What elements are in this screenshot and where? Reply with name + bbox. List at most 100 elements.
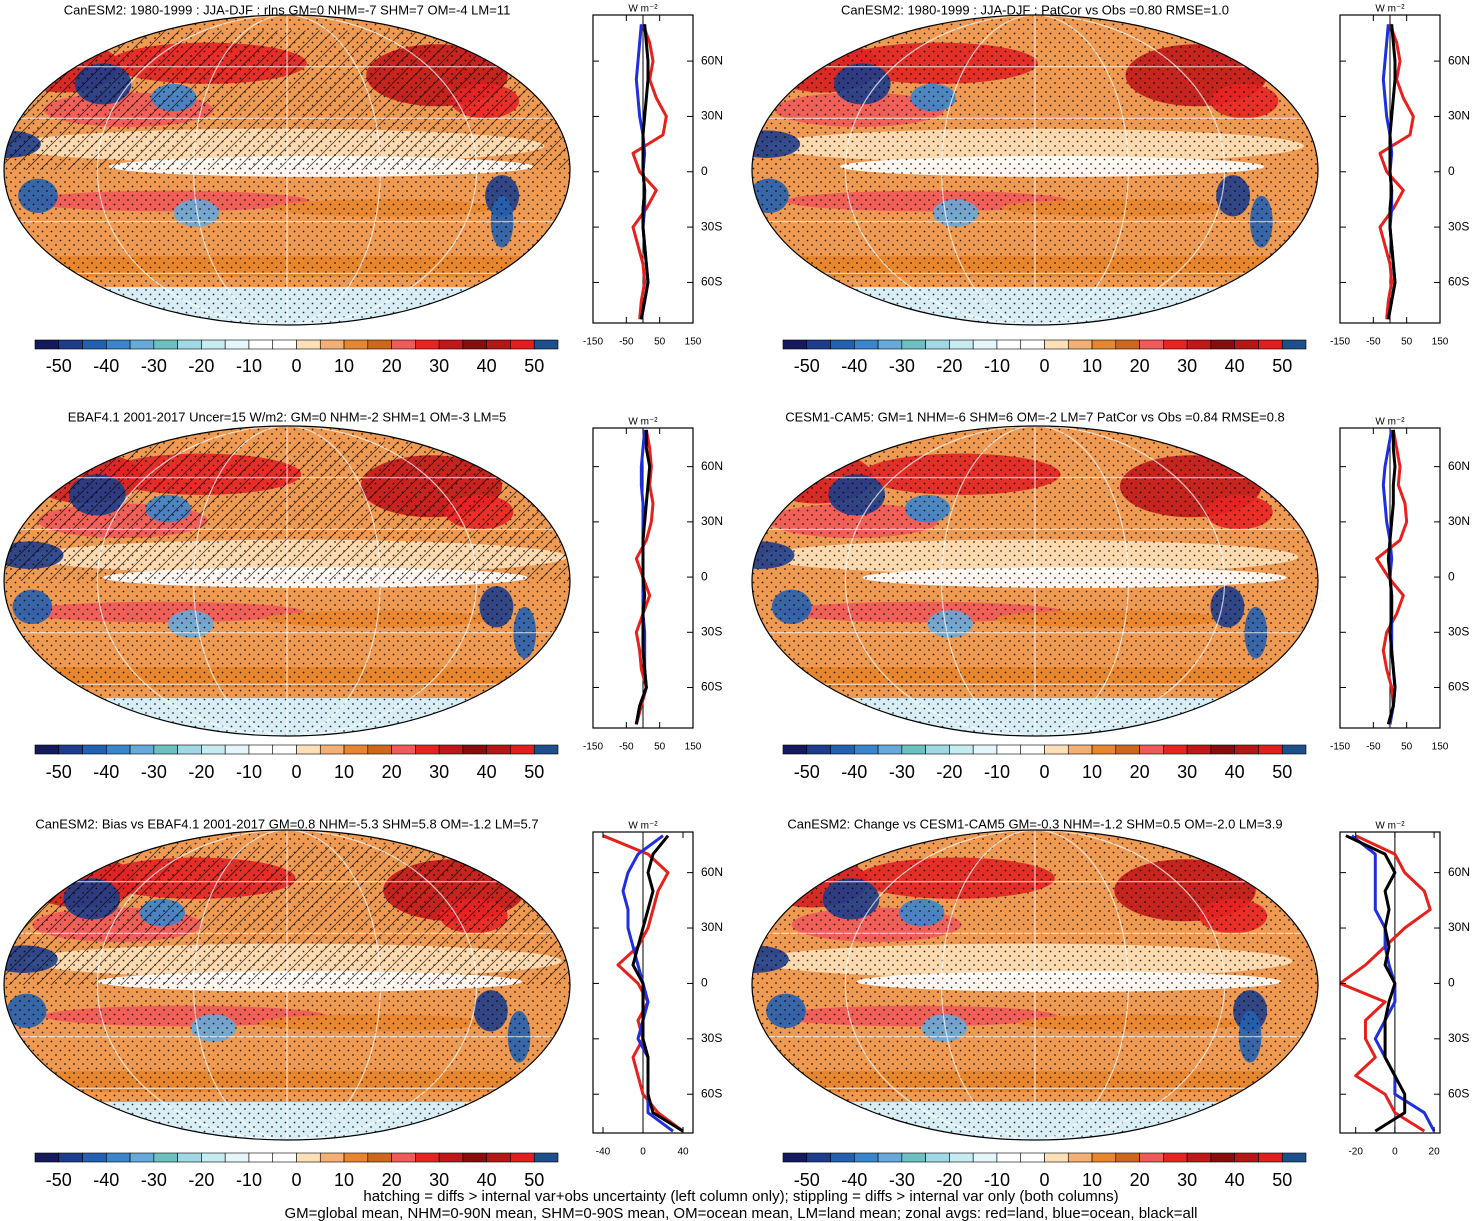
colorbar-box: [925, 744, 950, 755]
zonal-lines: [634, 429, 655, 725]
colorbar-box: [272, 339, 297, 350]
colorbar-label: 40: [1225, 356, 1245, 376]
colorbar-label: 40: [1225, 762, 1245, 782]
colorbar-box: [806, 1152, 831, 1163]
colorbar-label: -50: [794, 1170, 820, 1190]
colorbar-box: [533, 339, 559, 350]
colorbar-label: -50: [46, 1170, 72, 1190]
colorbar-label: 50: [524, 762, 544, 782]
colorbar-box: [1115, 339, 1140, 350]
x-tick-label: -150: [583, 742, 603, 753]
x-tick-label: 150: [685, 742, 702, 753]
colorbar-label: 50: [1272, 356, 1292, 376]
map: [3, 14, 571, 326]
colorbar-box: [462, 744, 487, 755]
colorbar-box: [34, 744, 60, 755]
x-tick-label: 150: [1432, 337, 1449, 348]
colorbar-box: [830, 1152, 855, 1163]
colorbar-box: [58, 1152, 83, 1163]
y-tick-label: 60N: [1448, 865, 1470, 879]
map-field: [4, 15, 570, 325]
y-tick-label: 30S: [701, 219, 722, 233]
x-tick-label: -40: [596, 1147, 611, 1158]
colorbar-box: [901, 744, 926, 755]
colorbar-box: [1210, 744, 1235, 755]
colorbar-box: [949, 339, 974, 350]
colorbar-box: [486, 744, 511, 755]
colorbar-box: [367, 744, 392, 755]
graticule: [96, 15, 478, 325]
map: [3, 829, 571, 1141]
colorbar-box: [1020, 339, 1045, 350]
colorbar-box: [248, 339, 274, 350]
zonal-line: [639, 24, 650, 320]
colorbar-label: 30: [429, 356, 449, 376]
y-tick-label: 60N: [1448, 53, 1470, 67]
zonal-lines: [602, 834, 684, 1133]
graticule: [844, 830, 1226, 1140]
colorbar-box: [224, 744, 250, 755]
colorbar-box: [319, 744, 345, 755]
colorbar-box: [177, 744, 202, 755]
colorbar-box: [129, 1152, 155, 1163]
zonal-line: [602, 834, 684, 1133]
zonal-plot: W m⁻² -40 0 40 60N 30N 0 30S 60S: [592, 821, 723, 1158]
y-tick-label: 0: [701, 976, 708, 990]
colorbar-box: [1020, 1152, 1045, 1163]
x-tick-label: 0: [640, 1147, 646, 1158]
colorbar-label: 20: [382, 1170, 402, 1190]
colorbar-box: [782, 339, 808, 350]
colorbar-box: [996, 744, 1022, 755]
y-tick-label: 30N: [1448, 109, 1470, 123]
zonal-line: [634, 429, 652, 725]
colorbar-label: -40: [93, 762, 119, 782]
colorbar-box: [1234, 339, 1259, 350]
colorbar-box: [1281, 339, 1307, 350]
x-tick-label: -150: [583, 337, 603, 348]
graticule: [96, 830, 478, 1140]
colorbar-box: [224, 1152, 250, 1163]
unit-label: W m⁻²: [628, 4, 658, 15]
y-tick-label: 60N: [701, 53, 723, 67]
colorbar-label: -40: [841, 762, 867, 782]
x-tick-label: -50: [1366, 742, 1381, 753]
graticule: [941, 830, 1129, 1140]
colorbar-box: [34, 1152, 60, 1163]
map-field: [752, 830, 1318, 1140]
colorbar-box: [972, 1152, 998, 1163]
colorbar-box: [949, 1152, 974, 1163]
colorbar-label: 10: [1082, 762, 1102, 782]
y-tick-label: 60N: [1448, 459, 1470, 473]
footer-note: hatching = diffs > internal var+obs unce…: [363, 1188, 1118, 1205]
colorbar-box: [153, 339, 178, 350]
map-outline: [3, 829, 571, 1141]
y-tick-label: 0: [1448, 164, 1455, 178]
x-tick-label: 50: [654, 742, 666, 753]
zonal-lines: [1378, 23, 1415, 320]
colorbar-box: [1258, 744, 1283, 755]
colorbar-box: [806, 339, 831, 350]
zonal-line: [1378, 23, 1415, 320]
colorbar-label: -10: [984, 762, 1010, 782]
colorbar-box: [201, 744, 226, 755]
colorbar-label: 20: [1130, 1170, 1150, 1190]
colorbar-label: 30: [429, 762, 449, 782]
colorbar-box: [1281, 744, 1307, 755]
footer-note: GM=global mean, NHM=0-90N mean, SHM=0-90…: [284, 1205, 1197, 1221]
colorbar-box: [296, 744, 321, 755]
colorbar-box: [58, 339, 83, 350]
y-tick-label: 60S: [701, 1086, 722, 1100]
colorbar-box: [1258, 339, 1283, 350]
colorbar-label: 20: [382, 356, 402, 376]
colorbar-label: -10: [984, 356, 1010, 376]
colorbar-box: [438, 339, 464, 350]
colorbar-label: -20: [936, 1170, 962, 1190]
colorbar-label: -40: [841, 356, 867, 376]
y-tick-label: 0: [1448, 976, 1455, 990]
colorbar-box: [129, 744, 155, 755]
colorbar-label: -10: [236, 1170, 262, 1190]
colorbar-box: [1067, 339, 1093, 350]
map-outline: [751, 829, 1319, 1141]
colorbar-label: 30: [429, 1170, 449, 1190]
colorbar-box: [510, 744, 535, 755]
